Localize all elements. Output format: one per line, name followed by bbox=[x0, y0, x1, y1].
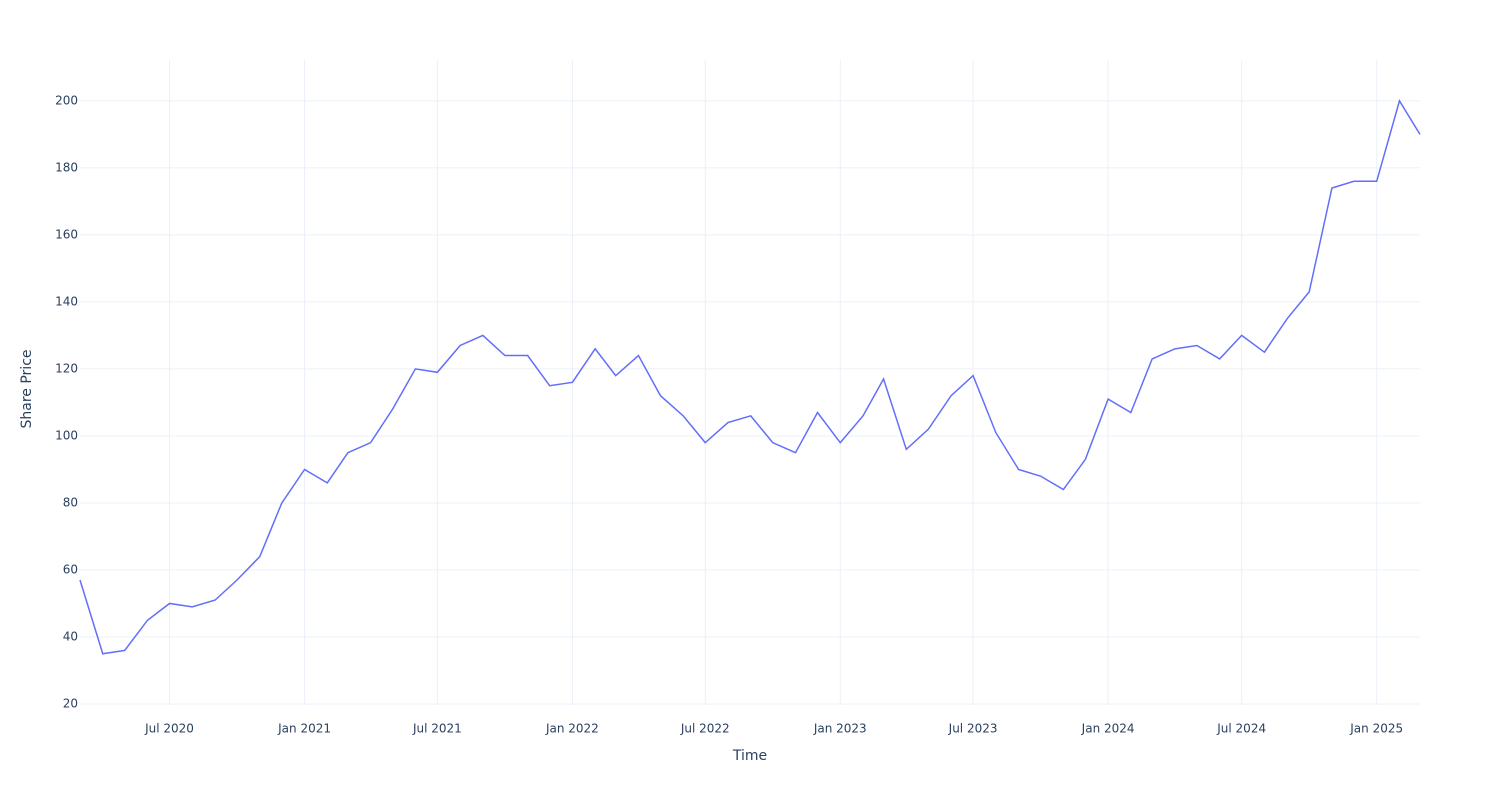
x-tick-label: Jan 2024 bbox=[1081, 722, 1135, 736]
y-tick-label: 40 bbox=[63, 629, 78, 643]
x-tick-label: Jul 2022 bbox=[680, 722, 730, 736]
y-tick-label: 120 bbox=[55, 361, 78, 375]
x-tick-label: Jul 2023 bbox=[948, 722, 998, 736]
y-axis-title: Share Price bbox=[19, 349, 35, 428]
y-tick-label: 140 bbox=[55, 294, 78, 308]
y-tick-label: 80 bbox=[63, 495, 78, 509]
y-tick-label: 20 bbox=[63, 696, 78, 710]
x-tick-label: Jan 2022 bbox=[545, 722, 599, 736]
x-tick-label: Jul 2020 bbox=[144, 722, 194, 736]
price-line bbox=[79, 99, 1421, 655]
y-tick-label: 60 bbox=[63, 562, 78, 576]
x-tick-label: Jan 2023 bbox=[813, 722, 867, 736]
x-tick-label: Jan 2021 bbox=[277, 722, 331, 736]
x-tick-label: Jul 2024 bbox=[1216, 722, 1266, 736]
x-tick-label: Jan 2025 bbox=[1349, 722, 1403, 736]
y-tick-label: 160 bbox=[55, 227, 78, 241]
x-axis-title: Time bbox=[732, 748, 767, 764]
y-tick-label: 100 bbox=[55, 428, 78, 442]
y-tick-label: 180 bbox=[55, 160, 78, 174]
y-tick-label: 200 bbox=[55, 93, 78, 107]
x-tick-label: Jul 2021 bbox=[412, 722, 462, 736]
